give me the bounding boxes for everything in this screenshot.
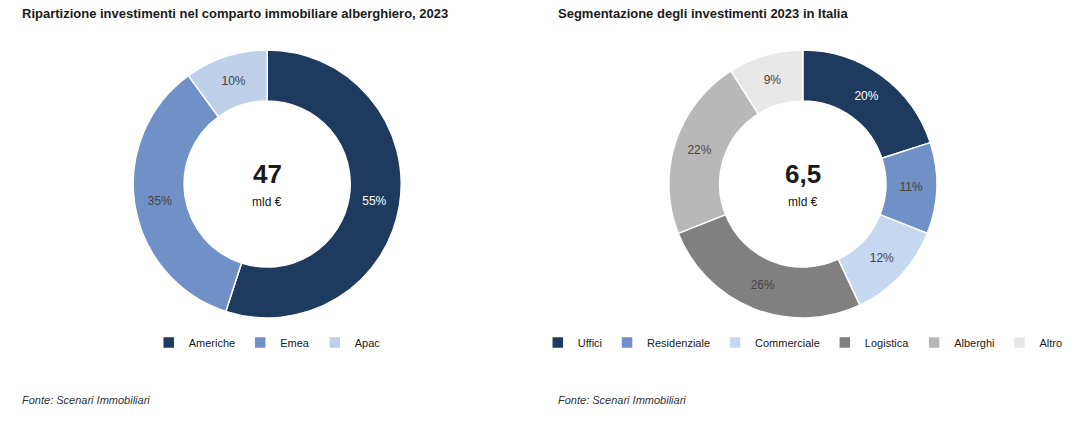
svg-text:Uffici: Uffici bbox=[578, 337, 602, 349]
svg-text:Logistica: Logistica bbox=[865, 337, 909, 349]
svg-text:47: 47 bbox=[253, 159, 282, 189]
svg-text:26%: 26% bbox=[751, 278, 775, 292]
svg-text:mld €: mld € bbox=[788, 195, 818, 209]
svg-text:9%: 9% bbox=[764, 73, 782, 87]
svg-text:Ripartizione investimenti nel: Ripartizione investimenti nel comparto i… bbox=[22, 6, 448, 21]
svg-text:20%: 20% bbox=[854, 89, 878, 103]
svg-text:Residenziale: Residenziale bbox=[647, 337, 710, 349]
svg-text:Commerciale: Commerciale bbox=[755, 337, 820, 349]
svg-text:Fonte: Scenari Immobiliari: Fonte: Scenari Immobiliari bbox=[22, 394, 150, 406]
svg-text:10%: 10% bbox=[221, 74, 245, 88]
svg-text:Alberghi: Alberghi bbox=[954, 337, 994, 349]
svg-text:mld €: mld € bbox=[252, 195, 282, 209]
svg-text:Apac: Apac bbox=[355, 337, 381, 349]
svg-text:Americhe: Americhe bbox=[189, 337, 235, 349]
svg-text:Segmentazione degli investimen: Segmentazione degli investimenti 2023 in… bbox=[558, 6, 848, 21]
svg-text:6,5: 6,5 bbox=[785, 159, 821, 189]
svg-text:12%: 12% bbox=[870, 251, 894, 265]
svg-text:Altro: Altro bbox=[1039, 337, 1062, 349]
svg-text:Emea: Emea bbox=[280, 337, 310, 349]
svg-text:22%: 22% bbox=[687, 143, 711, 157]
svg-text:55%: 55% bbox=[362, 194, 386, 208]
svg-text:Fonte: Scenari Immobiliari: Fonte: Scenari Immobiliari bbox=[558, 394, 686, 406]
svg-text:11%: 11% bbox=[900, 180, 923, 194]
svg-text:35%: 35% bbox=[148, 194, 172, 208]
